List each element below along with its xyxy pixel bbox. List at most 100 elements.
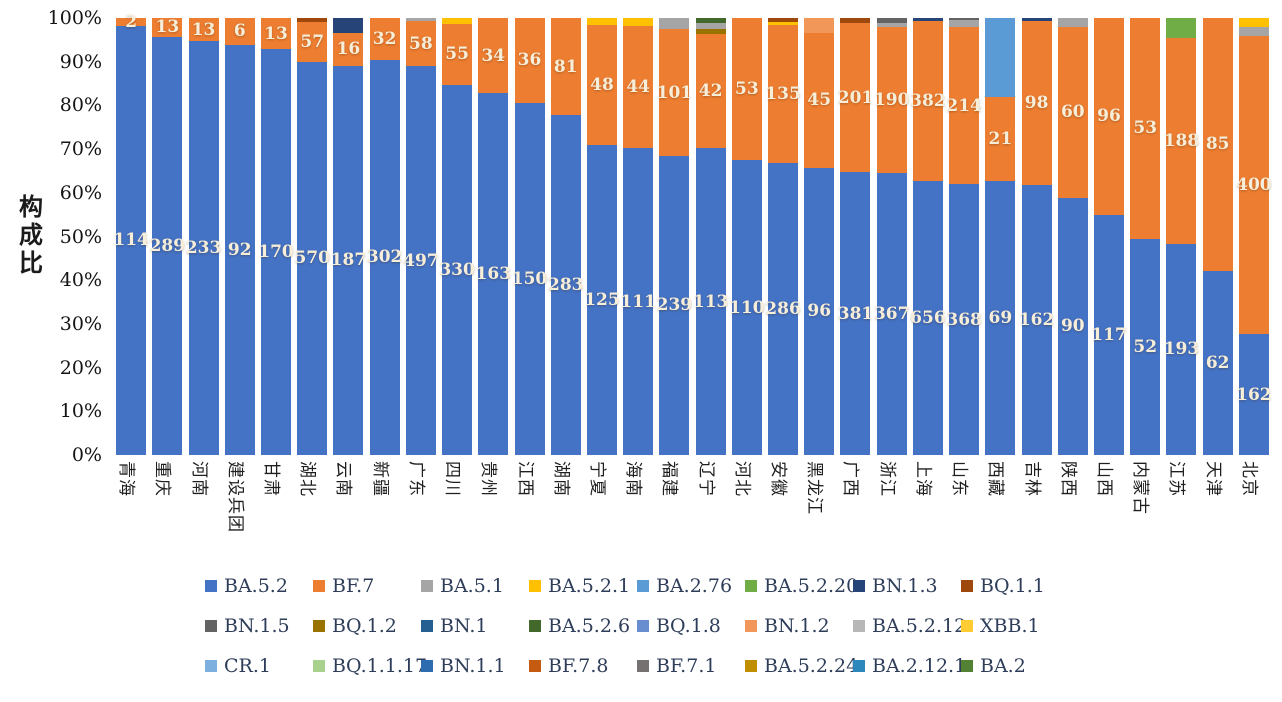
legend-swatch-icon [529,660,541,672]
segment-BF.7: 13 [152,17,183,38]
legend-swatch-icon [205,580,217,592]
bar-slot-西藏: 69 21 [982,18,1018,455]
segment-BA.5.2.1 [623,18,654,27]
legend-label: BN.1.1 [440,655,506,677]
bar-value-label: 302 [366,247,403,268]
segment-BF.7: 2 [116,12,147,32]
segment-BN.1.3 [1021,18,1052,22]
segment-BF.7: 400 [1236,35,1272,335]
bar-江苏: 193 188 [1164,18,1199,455]
bar-贵州: 163 34 [476,18,511,455]
bar-河南: 233 13 [186,18,221,455]
bar-value-label: 111 [620,291,656,312]
bar-value-label: 283 [547,275,584,296]
bar-slot-新疆: 302 32 [367,18,403,455]
bar-湖南: 283 81 [547,18,584,455]
segment-BA.5.2: 187 [331,65,366,455]
bar-slot-江西: 150 36 [511,18,547,455]
legend-row: BA.5.2 BF.7 BA.5.1 BA.5.2.1 BA.2.76 BA.5.2.20… [205,566,1069,606]
bar-value-label: 163 [475,264,512,285]
bar-slot-贵州: 163 34 [475,18,511,455]
segment-BA.5.2: 52 [1130,238,1161,455]
bar-天津: 62 85 [1202,18,1233,455]
segment-BF.7: 32 [369,18,400,60]
bar-甘肃: 170 13 [258,18,294,455]
y-tick-label: 60% [59,181,102,204]
plot-area: 114 2 289 13 233 13 92 6 170 13 570 57 187 16 302 32 497… [113,12,1272,455]
bar-value-label: 55 [445,44,469,65]
bar-value-label: 117 [1091,324,1127,345]
y-tick-label: 10% [59,400,102,423]
legend-item-BF.7: BF.7 [313,575,421,597]
bar-slot-北京: 162 400 [1236,18,1272,455]
bar-新疆: 302 32 [366,18,403,455]
bar-value-label: 98 [1024,93,1049,114]
segment-BA.5.2.20 [1166,18,1197,38]
segment-BN.1.3 [333,18,364,33]
segment-BF.7: 58 [405,21,436,67]
bar-value-label: 114 [113,230,149,251]
bar-value-label: 32 [372,28,397,49]
segment-BF.7: 382 [910,21,946,181]
bar-slot-上海: 656 382 [910,18,946,455]
segment-BF.7: 34 [478,18,509,94]
bar-辽宁: 113 42 [692,18,729,455]
segment-BA.5.2: 289 [150,36,185,455]
legend-swatch-icon [529,580,541,592]
segment-BF.7: 48 [586,25,617,145]
legend-label: BA.5.2.24 [764,655,859,677]
segment-BA.5.2: 113 [692,148,729,455]
segment-BF.7: 60 [1057,26,1088,198]
bar-slot-天津: 62 85 [1200,18,1236,455]
legend-swatch-icon [637,660,649,672]
bar-value-label: 69 [988,307,1013,328]
bar-宁夏: 125 48 [584,18,620,455]
y-tick-label: 0% [71,444,102,466]
bar-slot-福建: 239 101 [656,18,692,455]
bar-slot-辽宁: 113 42 [693,18,729,455]
legend-item-BQ.1.2: BQ.1.2 [313,615,421,637]
bar-value-label: 113 [692,291,729,312]
bar-海南: 111 44 [620,18,656,455]
bar-山西: 117 96 [1091,18,1127,455]
bar-value-label: 381 [837,303,874,324]
bar-value-label: 187 [330,250,367,271]
segment-BA.5.2: 193 [1164,243,1199,455]
bar-slot-湖南: 283 81 [548,18,584,455]
legend-label: BA.5.2.1 [548,575,631,597]
bar-value-label: 13 [155,17,180,38]
segment-BA.5.1 [1057,18,1088,27]
segment-BQ.1.2 [695,28,726,35]
bar-value-label: 188 [1163,130,1200,151]
legend-label: BN.1.3 [872,575,938,597]
bar-value-label: 656 [910,307,946,328]
legend-item-BA.5.2.1: BA.5.2.1 [529,575,637,597]
bar-value-label: 190 [873,90,910,111]
legend-swatch-icon [313,620,325,632]
legend-swatch-icon [421,620,433,632]
segment-BQ.1.1 [297,18,328,23]
bar-value-label: 81 [553,56,578,77]
segment-BA.5.2: 283 [547,115,584,455]
bar-slot-内蒙古: 52 53 [1127,18,1163,455]
segment-BF.7: 44 [623,26,654,148]
legend-item-BQ.1.1: BQ.1.1 [961,575,1069,597]
bar-slot-江苏: 193 188 [1163,18,1199,455]
bar-value-label: 45 [807,90,832,111]
segment-BA.5.2: 233 [186,41,221,455]
legend-label: BA.2.76 [656,575,733,597]
bar-value-label: 286 [765,299,801,319]
segment-BF.7: 36 [514,18,545,103]
legend-label: BQ.1.1.17 [332,655,428,677]
legend-swatch-icon [313,660,325,672]
bar-slot-安徽: 286 135 [765,18,801,455]
bar-slot-建设兵团: 92 6 [222,18,258,455]
bar-value-label: 44 [626,77,651,98]
legend-item-BA.5.2.20: BA.5.2.20 [745,575,858,597]
legend-item-BA.2: BA.2 [961,655,1069,677]
legend-item-BA.5.2.6: BA.5.2.6 [529,615,637,637]
legend-swatch-icon [529,620,541,632]
segment-BA.5.2: 367 [874,173,909,455]
bar-value-label: 110 [729,297,765,318]
legend-swatch-icon [961,580,973,592]
